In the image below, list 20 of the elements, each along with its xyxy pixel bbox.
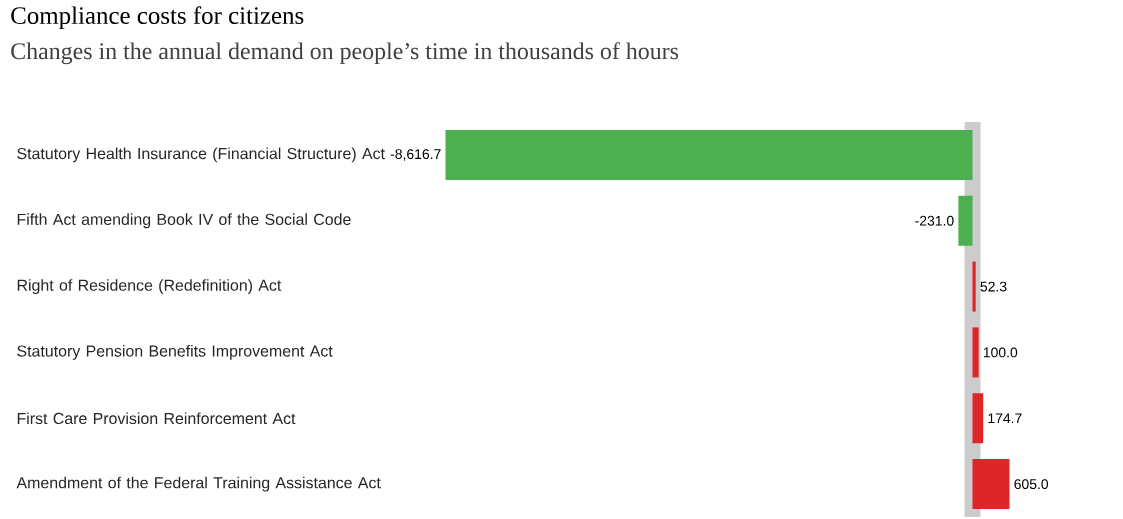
bar (958, 195, 973, 246)
data-label: 174.7 (988, 413, 1022, 424)
y-tick-label: Amendment of the Federal Training Assistance Act (16, 476, 381, 492)
data-label: -231.0 (915, 215, 954, 226)
y-tick-label: First Care Provision Reinforcement Act (17, 412, 296, 425)
bar (972, 261, 976, 312)
text: Compliance costs for citizens (11, 6, 304, 30)
y-tick-label: Right of Residence (Redefinition) Act (17, 279, 282, 295)
y-tick-label: Fifth Act amending Book IV of the Social Code (17, 213, 351, 229)
data-label: -8,616.7 (390, 149, 441, 161)
data-label: 100.0 (983, 347, 1018, 358)
bar (972, 393, 984, 444)
bar (972, 459, 1010, 510)
data-label: 52.3 (980, 281, 1007, 292)
y-tick-label: Statutory Health Insurance (Financial Structure) Act (17, 147, 385, 163)
data-label: 605.0 (1014, 479, 1049, 490)
chart-subtitle: Changes in the annual demand on people’s time in thousands of hours (11, 42, 679, 65)
bar (972, 327, 979, 378)
bar (445, 129, 973, 180)
y-tick-label: Statutory Pension Benefits Improvement Act (17, 344, 333, 360)
